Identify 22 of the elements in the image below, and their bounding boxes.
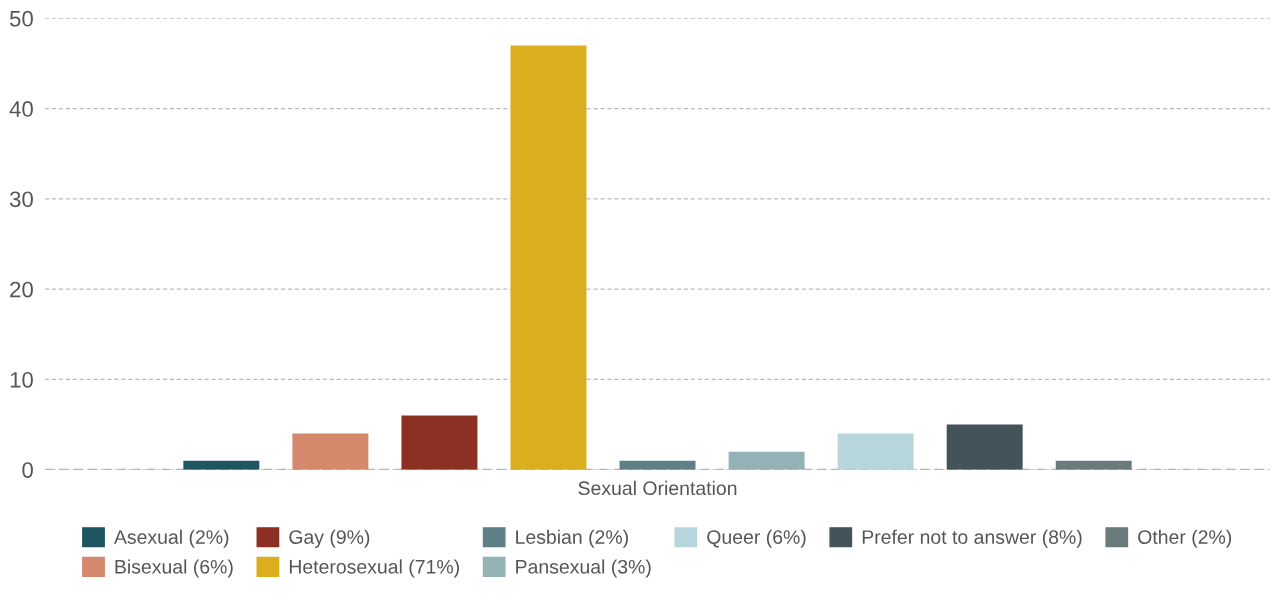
y-tick-label: 10 <box>10 371 33 388</box>
y-tick-label: 0 <box>22 462 33 478</box>
bar <box>510 45 587 470</box>
y-tick-label: 50 <box>9 10 33 27</box>
y-tick-label: 30 <box>9 191 33 208</box>
legend-label: Heterosexual (71%) <box>289 559 459 578</box>
legend-label: Pansexual (3%) <box>516 559 651 578</box>
x-tick-label: Sexual Orientation <box>578 480 737 496</box>
bar <box>292 433 369 470</box>
bar <box>837 433 914 470</box>
legend-label: Bisexual (6%) <box>115 559 233 578</box>
legend-label: Asexual (2%) <box>113 529 229 548</box>
legend-label: Other (2%) <box>1138 529 1232 548</box>
legend-label: Prefer not to answer (8%) <box>862 529 1082 548</box>
bar <box>401 415 478 470</box>
legend-label: Lesbian (2%) <box>516 529 628 548</box>
y-tick-label: 40 <box>9 101 33 117</box>
legend-label: Queer (6%) <box>707 529 806 548</box>
legend-label: Gay (9%) <box>289 529 370 548</box>
bar <box>728 451 805 470</box>
y-tick-label: 20 <box>10 281 33 298</box>
bar <box>946 424 1023 470</box>
